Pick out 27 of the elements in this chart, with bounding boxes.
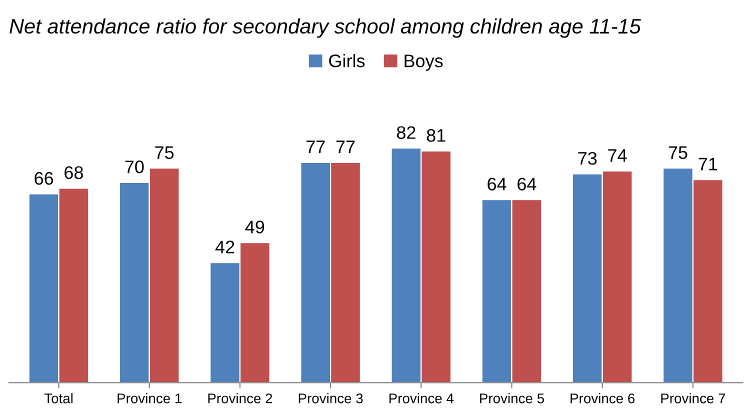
data-label: 64	[518, 178, 536, 190]
legend-label: Boys	[404, 54, 443, 71]
data-label: 77	[306, 140, 325, 154]
x-tick-label: Province 1	[118, 393, 182, 404]
data-label: 66	[34, 172, 54, 185]
data-label: 64	[488, 178, 506, 190]
data-label: 81	[426, 129, 446, 142]
x-tick-label: Province 5	[480, 393, 544, 404]
data-label: 82	[396, 126, 416, 139]
x-tick-label: Province 4	[389, 393, 454, 404]
data-label: 73	[578, 152, 597, 165]
data-label: 74	[608, 149, 627, 162]
data-label: 68	[64, 166, 83, 180]
data-label: 77	[336, 140, 355, 154]
x-tick-label: Province 2	[208, 393, 272, 404]
x-tick-label: Province 6	[570, 393, 635, 404]
data-label: 75	[155, 146, 174, 160]
x-tick-label: Total	[44, 393, 73, 404]
data-label: 42	[215, 240, 234, 254]
data-label: 70	[125, 160, 144, 174]
chart-title: Net attendance ratio for secondary school among children age 11-15	[10, 18, 641, 38]
legend-label: Girls	[329, 54, 365, 68]
x-tick-label: Province 3	[298, 393, 363, 404]
data-label: 49	[245, 220, 264, 234]
data-label: 75	[668, 146, 688, 160]
x-tick-label: Province 7	[661, 393, 726, 404]
data-label: 71	[698, 158, 718, 170]
